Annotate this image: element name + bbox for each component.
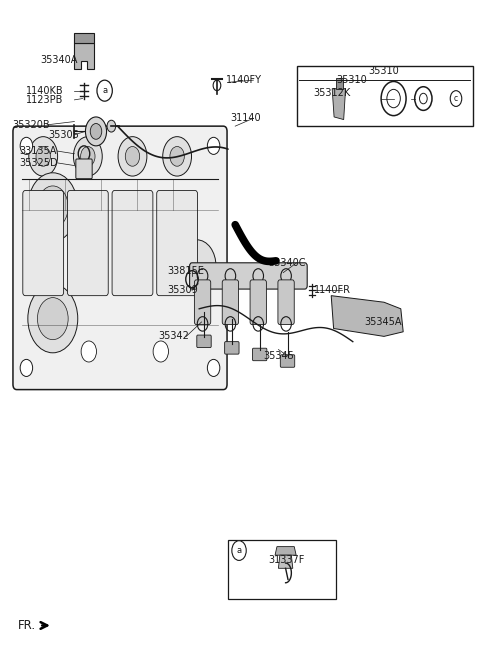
Polygon shape [275, 547, 296, 555]
Text: 1123PB: 1123PB [26, 95, 64, 105]
Circle shape [36, 147, 50, 166]
Text: 35340C: 35340C [269, 258, 306, 268]
FancyBboxPatch shape [67, 191, 108, 296]
Text: 35320B: 35320B [12, 120, 49, 130]
Circle shape [178, 240, 216, 292]
Circle shape [90, 124, 102, 139]
Circle shape [20, 359, 33, 376]
Polygon shape [74, 43, 94, 69]
FancyBboxPatch shape [280, 355, 295, 367]
Text: 1140FY: 1140FY [226, 75, 262, 85]
FancyBboxPatch shape [197, 335, 211, 348]
FancyBboxPatch shape [13, 126, 227, 390]
Text: c: c [454, 94, 458, 103]
Circle shape [20, 137, 33, 154]
Text: 35305: 35305 [48, 129, 79, 140]
Circle shape [207, 137, 220, 154]
Circle shape [107, 120, 116, 132]
FancyBboxPatch shape [278, 280, 294, 325]
Text: 1140FR: 1140FR [314, 285, 351, 296]
Circle shape [81, 147, 95, 166]
Text: 35325D: 35325D [19, 158, 58, 168]
Text: 35310: 35310 [336, 75, 367, 85]
Text: 33135A: 33135A [19, 146, 57, 156]
Circle shape [232, 541, 246, 560]
Text: 35310: 35310 [369, 66, 399, 76]
Bar [228, 540, 336, 599]
Circle shape [118, 137, 147, 176]
Circle shape [85, 117, 107, 146]
FancyBboxPatch shape [222, 280, 239, 325]
Circle shape [28, 173, 78, 241]
FancyBboxPatch shape [156, 191, 198, 296]
Polygon shape [331, 296, 403, 336]
Circle shape [81, 341, 96, 362]
Circle shape [170, 147, 184, 166]
Text: a: a [102, 86, 107, 95]
FancyBboxPatch shape [76, 159, 92, 179]
Polygon shape [74, 33, 94, 43]
FancyBboxPatch shape [250, 280, 266, 325]
Text: a: a [237, 546, 241, 555]
Circle shape [28, 284, 78, 353]
Circle shape [450, 91, 462, 106]
Circle shape [37, 298, 68, 340]
Polygon shape [332, 89, 346, 120]
Circle shape [97, 80, 112, 101]
Polygon shape [278, 555, 293, 568]
Text: 35342: 35342 [158, 331, 189, 342]
Text: 31337F: 31337F [268, 555, 304, 565]
Circle shape [153, 341, 168, 362]
FancyBboxPatch shape [194, 280, 211, 325]
Text: 33815E: 33815E [167, 266, 204, 277]
Text: 35345A: 35345A [365, 317, 402, 327]
Circle shape [37, 186, 68, 228]
Circle shape [207, 359, 220, 376]
Circle shape [29, 137, 58, 176]
Text: 31140: 31140 [230, 113, 261, 124]
FancyBboxPatch shape [252, 348, 267, 361]
Text: 1140KB: 1140KB [26, 85, 64, 96]
Polygon shape [336, 78, 343, 89]
Text: 35340A: 35340A [41, 55, 78, 66]
Bar [297, 66, 473, 126]
Text: FR.: FR. [18, 619, 36, 632]
Circle shape [125, 147, 140, 166]
FancyBboxPatch shape [23, 191, 63, 296]
Text: 35345: 35345 [263, 351, 294, 361]
FancyBboxPatch shape [112, 191, 153, 296]
Circle shape [73, 137, 102, 176]
FancyBboxPatch shape [225, 342, 239, 354]
Text: 35309: 35309 [167, 285, 198, 296]
Circle shape [163, 137, 192, 176]
FancyBboxPatch shape [190, 263, 307, 289]
Text: 35312K: 35312K [313, 88, 350, 99]
